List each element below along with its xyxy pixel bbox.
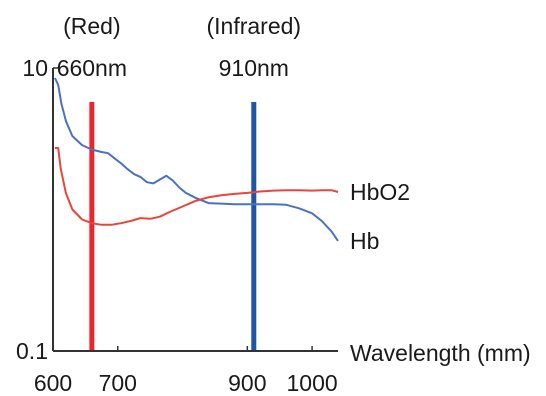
- x-tick-label-0: 600: [34, 370, 72, 396]
- marker-label-1: 910nm: [219, 55, 289, 81]
- y-tick-label-0: 10: [22, 55, 48, 81]
- marker-name-1: (Infrared): [206, 13, 301, 39]
- wavelength-markers: [89, 102, 257, 351]
- x-tick-label-2: 900: [228, 370, 266, 396]
- series-label-hb: Hb: [350, 228, 379, 254]
- series-line-hb: [53, 77, 339, 242]
- marker-name-0: (Red): [63, 13, 121, 39]
- x-axis-label: Wavelength (mm): [350, 340, 531, 366]
- axes: [52, 67, 338, 352]
- x-tick-label-3: 1000: [287, 370, 338, 396]
- series-line-hbo2: [54, 147, 339, 226]
- series-lines: [53, 77, 339, 242]
- y-tick-label-1: 0.1: [16, 338, 48, 364]
- chart-labels: Wavelength (mm) (Red) 660nm (Infrared) 910n…: [16, 13, 531, 396]
- series-label-hbo2: HbO2: [350, 179, 410, 205]
- marker-label-0: 660nm: [57, 55, 127, 81]
- x-tick-label-1: 700: [99, 370, 137, 396]
